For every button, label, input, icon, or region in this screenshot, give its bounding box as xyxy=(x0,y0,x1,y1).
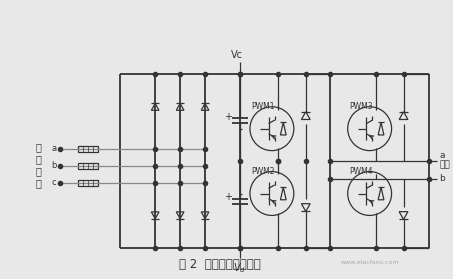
Text: 输: 输 xyxy=(35,143,41,153)
Bar xyxy=(78,180,98,186)
Text: Vc: Vc xyxy=(231,50,243,60)
Bar xyxy=(78,146,98,151)
Text: 入: 入 xyxy=(35,155,41,165)
Text: PWM1: PWM1 xyxy=(251,102,275,111)
Text: b: b xyxy=(51,161,57,170)
Text: www.elecfans.com: www.elecfans.com xyxy=(340,260,399,265)
Text: 图 2  分布单元驱动原理: 图 2 分布单元驱动原理 xyxy=(179,258,261,271)
Text: PWM3: PWM3 xyxy=(349,102,372,111)
Bar xyxy=(78,163,98,169)
Text: 电: 电 xyxy=(35,167,41,177)
Text: 输出: 输出 xyxy=(439,160,450,169)
Text: PWM2: PWM2 xyxy=(251,167,275,176)
Text: a: a xyxy=(51,144,57,153)
Text: a: a xyxy=(439,151,445,160)
Text: 压: 压 xyxy=(35,179,41,189)
Text: +: + xyxy=(224,193,232,203)
Text: $\it{V}_d$: $\it{V}_d$ xyxy=(233,261,246,275)
Text: +: + xyxy=(224,112,232,122)
Text: c: c xyxy=(52,178,57,187)
Text: PWM4: PWM4 xyxy=(349,167,372,176)
Text: b: b xyxy=(439,174,445,183)
